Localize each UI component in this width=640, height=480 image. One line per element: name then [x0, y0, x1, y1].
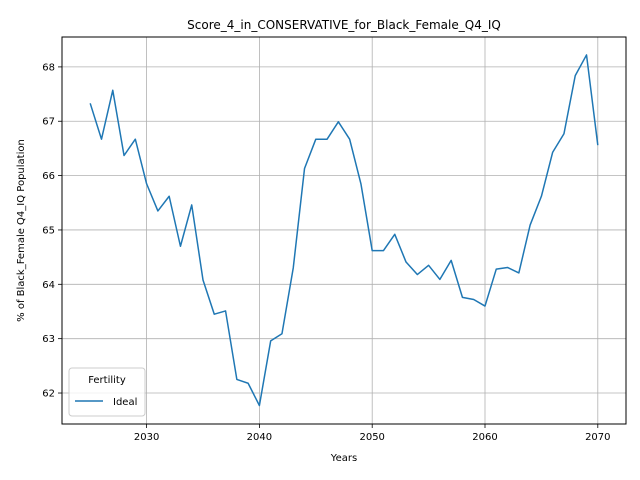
legend-box	[68, 367, 146, 417]
y-tick-label: 64	[42, 280, 55, 291]
y-tick-label: 67	[42, 117, 55, 128]
y-tick-label: 68	[42, 62, 55, 73]
y-tick-label: 62	[42, 389, 55, 400]
legend: Fertility Ideal	[68, 367, 146, 417]
grid	[62, 37, 626, 424]
legend-title: Fertility	[88, 375, 126, 386]
series-group	[89, 54, 599, 407]
y-tick-label: 65	[42, 225, 55, 236]
y-axis: 62 63 64 65 66 67 68	[42, 62, 62, 400]
x-tick-label: 2040	[247, 432, 272, 443]
chart-title: Score_4_in_CONSERVATIVE_for_Black_Female…	[187, 18, 501, 32]
y-tick-label: 63	[42, 334, 55, 345]
y-tick-label: 66	[42, 171, 55, 182]
series-line-ideal	[89, 54, 599, 407]
x-tick-label: 2030	[134, 432, 159, 443]
x-axis-label: Years	[330, 453, 357, 464]
y-axis-label: % of Black_Female Q4_IQ Population	[16, 139, 27, 322]
legend-label-ideal: Ideal	[113, 397, 137, 408]
x-axis: 2030 2040 2050 2060 2070	[134, 424, 611, 443]
plot-frame	[61, 36, 627, 425]
x-tick-label: 2060	[472, 432, 497, 443]
x-tick-label: 2050	[359, 432, 384, 443]
x-tick-label: 2070	[585, 432, 610, 443]
